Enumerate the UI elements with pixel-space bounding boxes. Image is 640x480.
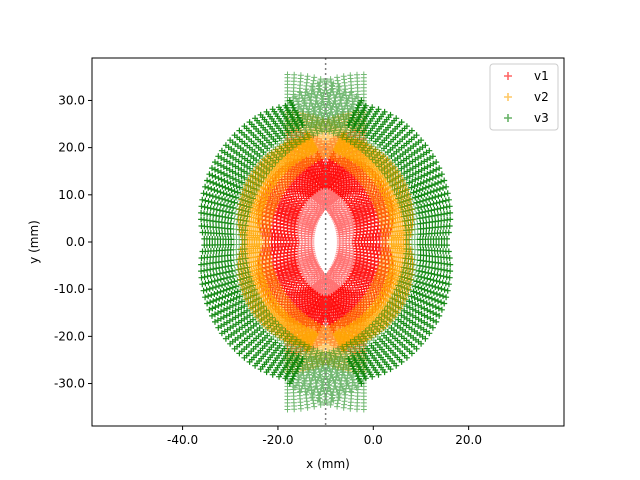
legend-marker-v1	[504, 72, 512, 80]
legend-label-v1: v1	[534, 69, 549, 83]
y-tick-label: 20.0	[58, 141, 85, 155]
ticks-layer: -40.0 -20.0 0.0 20.0 -30.0 -20.0 -10.0 0.0 10.0 2…	[54, 93, 482, 447]
y-tick-label: 30.0	[58, 93, 85, 107]
legend-label-v3: v3	[534, 111, 549, 125]
x-tick-label: 20.0	[455, 433, 482, 447]
legend: v1 v2 v3	[489, 63, 559, 131]
series-layer	[198, 71, 454, 413]
y-tick-label: 10.0	[58, 188, 85, 202]
series-v3	[198, 71, 454, 413]
y-tick-label: -30.0	[54, 377, 85, 391]
legend-label-v2: v2	[534, 90, 549, 104]
x-axis-label: x (mm)	[306, 457, 350, 471]
y-tick-label: 0.0	[66, 235, 85, 249]
x-tick-label: 0.0	[364, 433, 383, 447]
x-tick-label: -20.0	[262, 433, 293, 447]
y-tick-label: -20.0	[54, 329, 85, 343]
x-tick-label: -40.0	[167, 433, 198, 447]
legend-box	[489, 63, 559, 131]
y-tick-label: -10.0	[54, 282, 85, 296]
y-axis-label: y (mm)	[27, 220, 41, 264]
series-v3-points-sparse	[230, 71, 421, 413]
legend-marker-v3	[504, 114, 512, 122]
legend-marker-v2	[504, 93, 512, 101]
